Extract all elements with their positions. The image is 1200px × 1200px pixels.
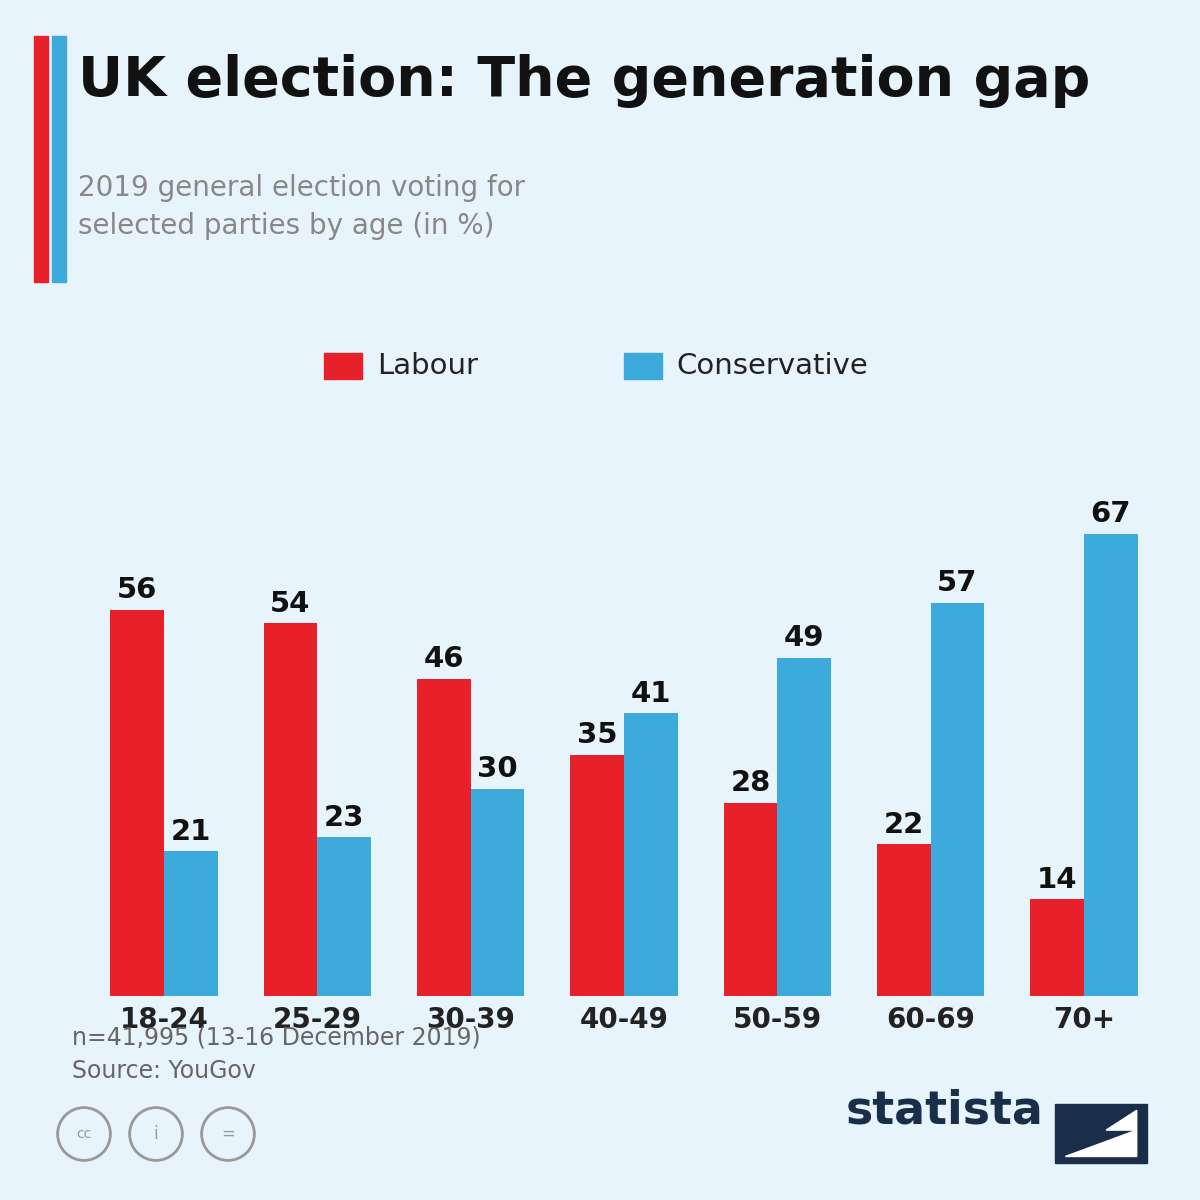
- Bar: [778, 658, 830, 996]
- Bar: [264, 624, 317, 996]
- Text: 67: 67: [1091, 500, 1132, 528]
- Text: 54: 54: [270, 590, 311, 618]
- Text: i: i: [154, 1126, 158, 1142]
- Text: 14: 14: [1037, 866, 1078, 894]
- Bar: [110, 610, 164, 996]
- Text: 28: 28: [731, 769, 770, 797]
- Text: Conservative: Conservative: [677, 352, 869, 380]
- Bar: [317, 838, 371, 996]
- Bar: [164, 851, 217, 996]
- Bar: [1084, 534, 1138, 996]
- Text: n=41,995 (13-16 December 2019)
Source: YouGov: n=41,995 (13-16 December 2019) Source: Y…: [72, 1026, 481, 1084]
- Bar: [418, 678, 470, 996]
- Bar: [1031, 900, 1084, 996]
- Text: 46: 46: [424, 646, 464, 673]
- Polygon shape: [1055, 1104, 1147, 1163]
- Bar: [724, 803, 778, 996]
- Text: Labour: Labour: [377, 352, 478, 380]
- Text: 2019 general election voting for
selected parties by age (in %): 2019 general election voting for selecte…: [78, 174, 526, 240]
- Bar: [624, 713, 678, 996]
- Text: =: =: [221, 1126, 235, 1142]
- Text: 56: 56: [116, 576, 157, 604]
- Text: 49: 49: [784, 624, 824, 653]
- Text: 35: 35: [577, 721, 618, 749]
- Text: 22: 22: [883, 811, 924, 839]
- Polygon shape: [1066, 1110, 1136, 1157]
- Bar: [931, 602, 984, 996]
- Text: 30: 30: [478, 756, 518, 784]
- Bar: [877, 844, 931, 996]
- Text: UK election: The generation gap: UK election: The generation gap: [78, 54, 1091, 108]
- Bar: [470, 790, 524, 996]
- Text: cc: cc: [77, 1127, 91, 1141]
- Text: statista: statista: [846, 1090, 1044, 1134]
- Text: 41: 41: [630, 679, 671, 708]
- Text: 21: 21: [170, 817, 211, 846]
- Text: 57: 57: [937, 569, 978, 598]
- Bar: [570, 755, 624, 996]
- Text: 23: 23: [324, 804, 365, 832]
